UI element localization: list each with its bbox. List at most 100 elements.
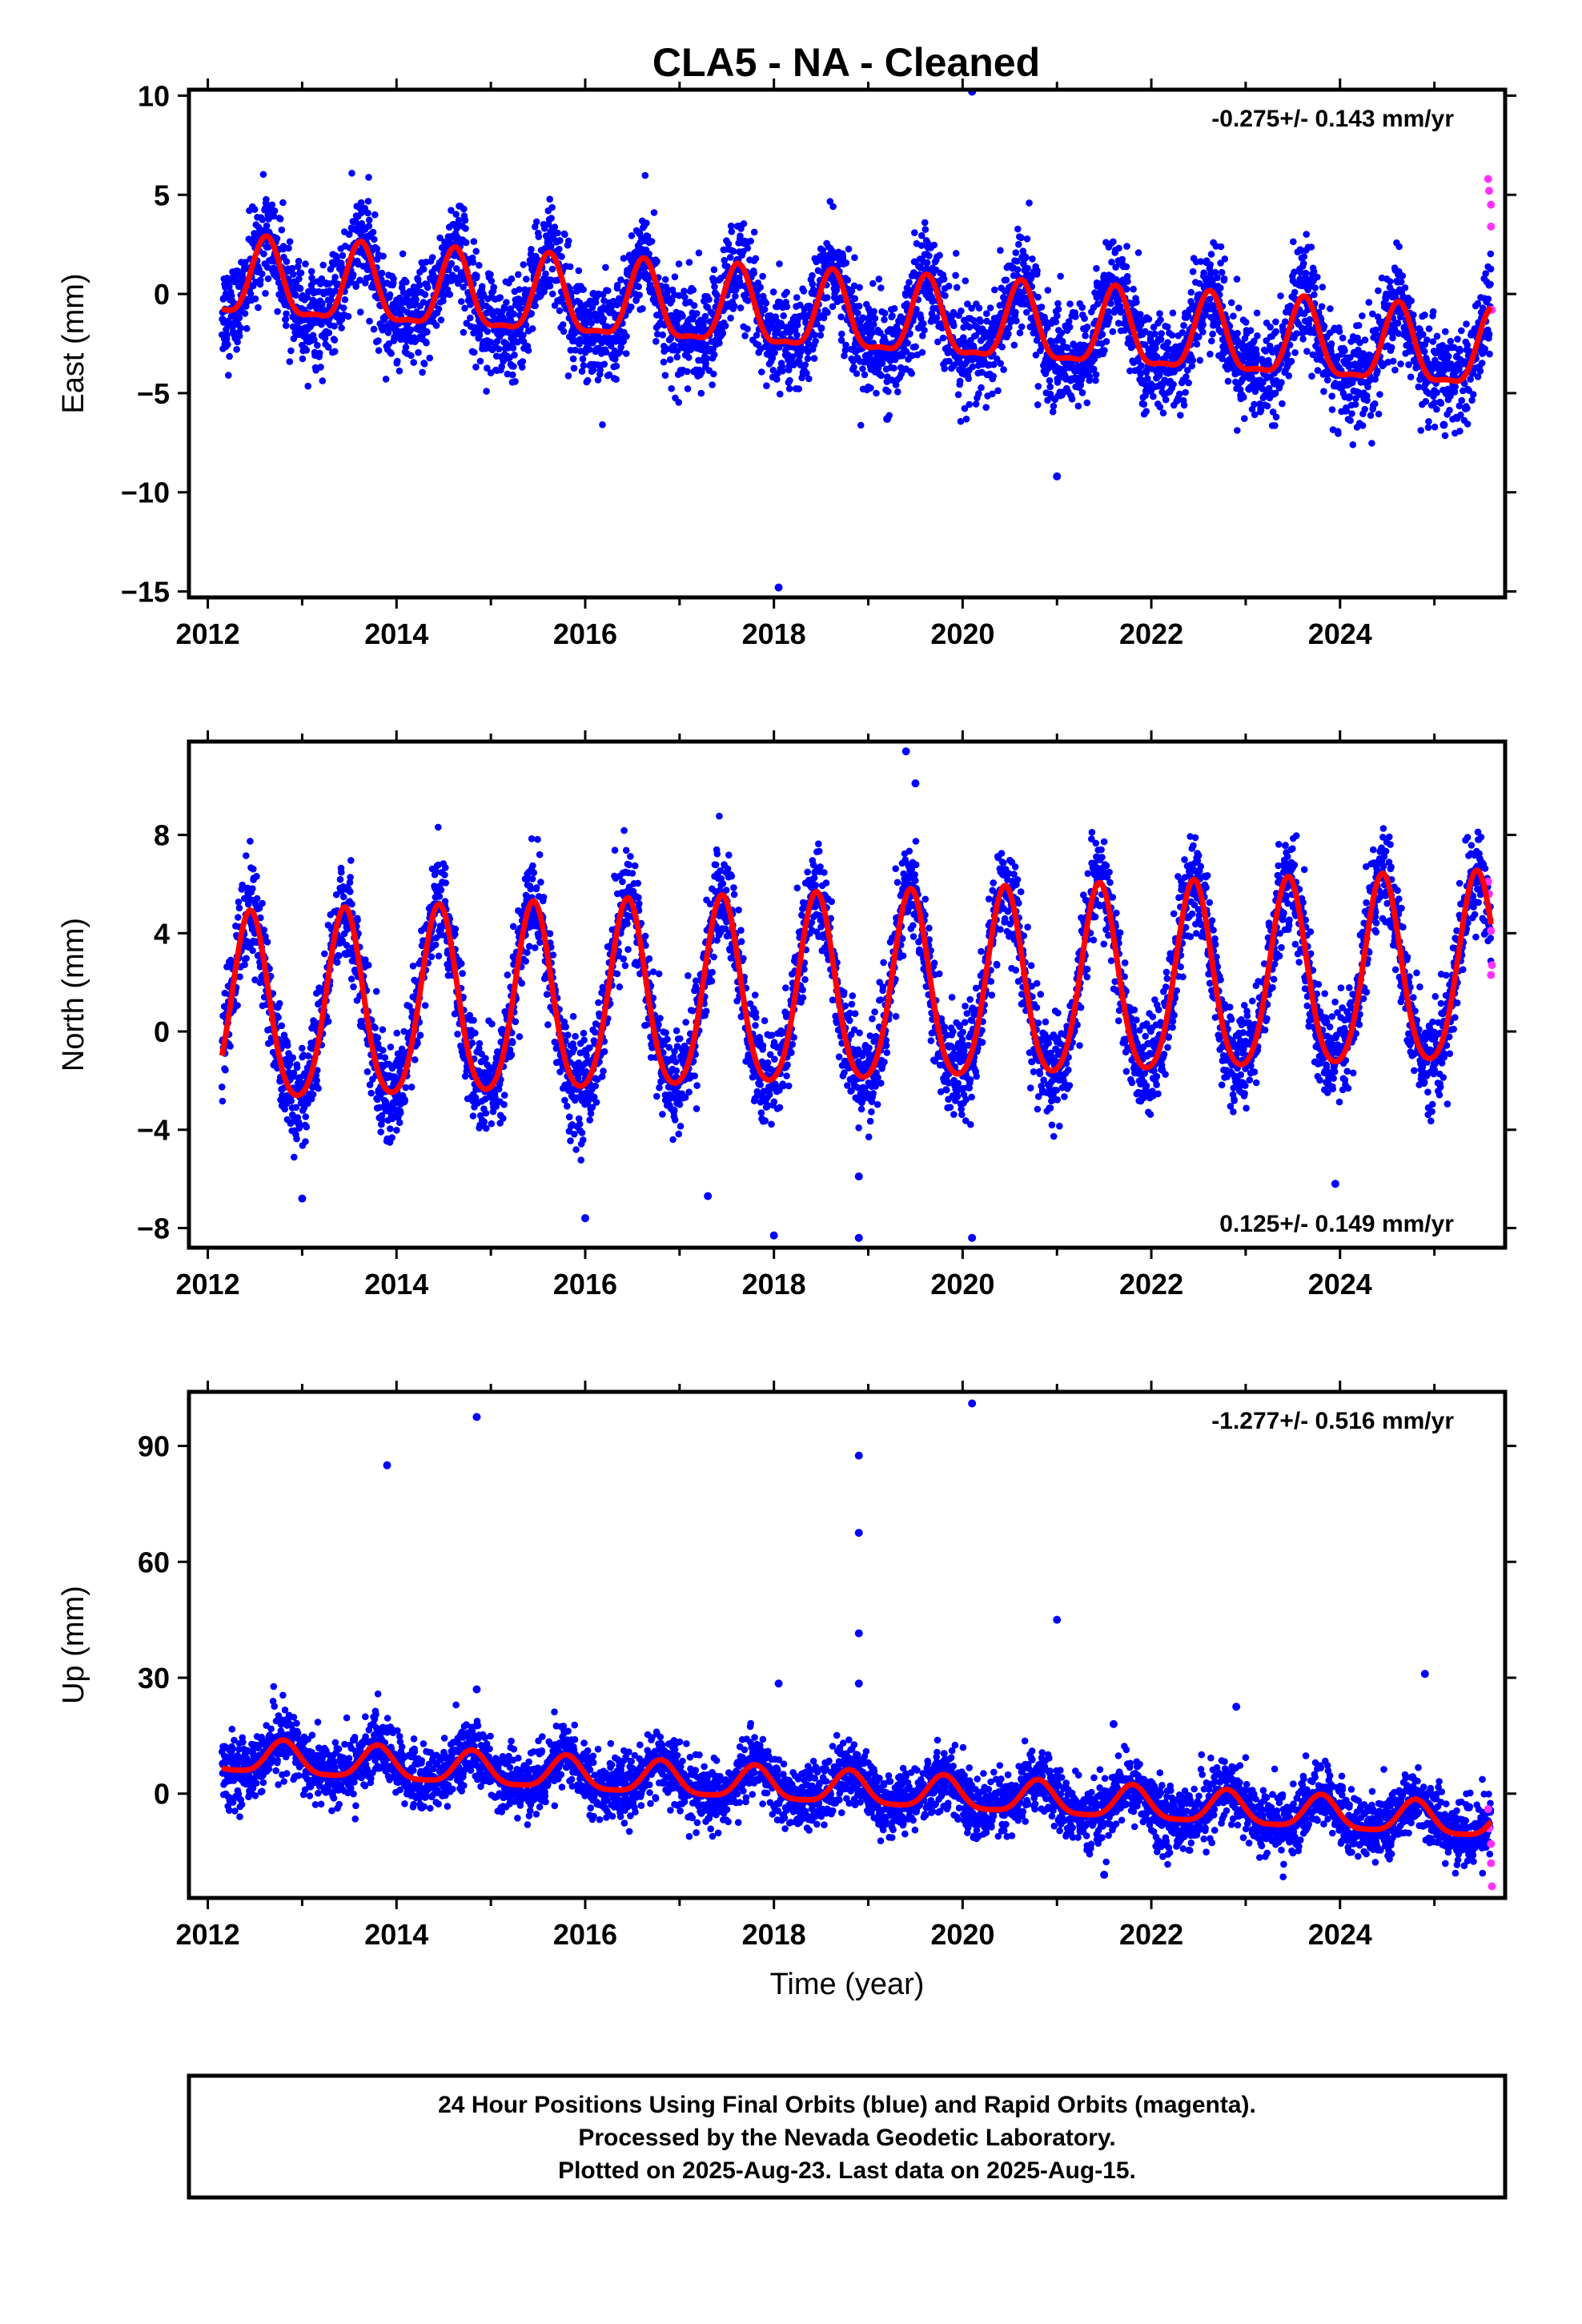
data-point <box>287 347 295 355</box>
data-point <box>1433 405 1440 413</box>
data-point <box>1328 392 1335 400</box>
data-point <box>578 368 586 376</box>
data-point <box>923 259 931 267</box>
data-point <box>1082 332 1089 340</box>
data-point <box>918 231 926 239</box>
data-point <box>282 316 290 324</box>
data-point <box>303 293 311 301</box>
data-point <box>503 299 510 306</box>
data-point <box>926 252 933 259</box>
data-point <box>319 261 327 269</box>
data-point <box>612 362 620 370</box>
data-point <box>817 332 825 339</box>
data-point <box>842 341 849 349</box>
data-point <box>965 375 972 383</box>
data-point <box>964 300 971 308</box>
data-point <box>1485 331 1493 338</box>
data-point <box>1421 312 1428 319</box>
data-point <box>744 297 752 304</box>
data-point <box>243 852 250 859</box>
data-point <box>370 325 378 333</box>
data-point <box>969 363 977 371</box>
rapid-orbit-point <box>1487 200 1496 209</box>
data-point <box>602 263 609 271</box>
data-point <box>421 291 429 299</box>
data-point <box>729 247 737 255</box>
data-point <box>551 223 559 231</box>
data-point <box>957 417 965 425</box>
data-point <box>548 290 556 298</box>
data-point <box>1116 304 1124 311</box>
data-point <box>966 324 974 331</box>
data-point <box>1401 284 1409 292</box>
data-point <box>516 286 523 293</box>
data-point <box>668 384 675 392</box>
data-point <box>1278 379 1285 386</box>
data-point <box>1207 251 1215 258</box>
data-point <box>1066 324 1074 331</box>
data-point <box>420 360 428 368</box>
data-point <box>382 376 390 383</box>
data-point <box>560 328 568 336</box>
data-point <box>467 314 474 322</box>
data-point <box>1368 440 1375 447</box>
data-point <box>1169 309 1177 317</box>
data-point <box>1469 391 1477 398</box>
data-point <box>961 404 969 412</box>
data-point <box>1272 328 1279 336</box>
data-point <box>1269 348 1276 356</box>
data-point <box>1202 312 1210 319</box>
data-point <box>1185 379 1192 387</box>
data-point <box>484 328 492 336</box>
data-point <box>520 338 528 346</box>
data-point <box>646 281 654 288</box>
data-point <box>792 344 799 352</box>
data-point <box>1291 349 1299 356</box>
data-point <box>1068 396 1076 403</box>
data-point <box>950 308 958 316</box>
data-point <box>676 292 683 300</box>
data-point <box>608 304 615 311</box>
data-point <box>1397 360 1404 368</box>
data-point <box>1195 333 1203 341</box>
data-point <box>1279 400 1286 408</box>
data-point <box>1254 332 1261 340</box>
data-point <box>1437 400 1445 407</box>
data-point <box>1012 308 1019 316</box>
data-point <box>908 370 915 377</box>
data-point <box>586 346 593 353</box>
x-tick-label: 2016 <box>553 617 617 650</box>
data-point <box>744 244 752 252</box>
data-point <box>1452 383 1459 391</box>
data-point <box>641 171 649 179</box>
data-point <box>813 258 820 266</box>
data-point <box>510 310 518 318</box>
data-point <box>675 399 682 406</box>
data-point <box>570 364 578 372</box>
data-point <box>546 282 554 290</box>
data-point <box>804 355 812 363</box>
data-point <box>719 329 727 337</box>
data-point <box>1146 337 1154 345</box>
data-point <box>891 356 899 364</box>
data-point <box>1451 388 1459 396</box>
data-point <box>1375 287 1382 295</box>
data-point <box>762 300 770 307</box>
data-point <box>473 272 480 279</box>
data-point <box>324 344 332 351</box>
data-point <box>516 305 524 313</box>
data-point <box>410 359 417 366</box>
data-point <box>278 226 286 234</box>
data-point <box>1126 367 1134 375</box>
data-point <box>983 310 990 317</box>
data-point <box>986 304 994 312</box>
data-point <box>1197 258 1205 265</box>
data-point <box>1054 305 1062 313</box>
data-point <box>1133 299 1140 306</box>
data-point <box>740 220 748 227</box>
data-point <box>356 308 364 316</box>
data-point <box>877 284 885 292</box>
data-point <box>235 914 242 921</box>
data-point <box>1293 330 1300 337</box>
data-point <box>917 315 925 322</box>
